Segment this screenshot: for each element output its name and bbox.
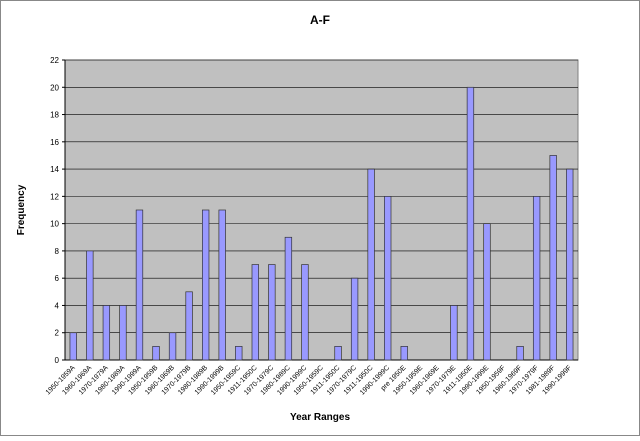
y-axis-label: Frequency [16,184,27,235]
y-tick-label: 16 [50,138,59,147]
y-tick-label: 14 [50,165,59,174]
x-axis-label: Year Ranges [290,412,350,423]
bar [235,346,243,361]
bar [168,332,177,361]
bar [450,305,458,361]
bar [251,264,259,361]
bar [483,223,491,361]
bar [532,196,541,361]
bar [202,209,210,361]
bar [350,277,359,361]
bar [152,346,160,361]
bar [185,291,193,361]
bar [466,86,475,361]
bar [384,196,392,361]
y-tick-label: 0 [55,356,60,365]
bar [69,332,77,361]
y-tick-label: 12 [50,192,59,201]
bar [218,209,226,361]
y-tick-label: 10 [50,220,59,229]
chart-title: A-F [310,13,330,27]
plot-area [64,59,579,361]
y-tick-label: 4 [55,301,60,310]
y-tick-label: 2 [55,329,60,338]
bar [284,236,293,361]
bar [86,250,94,361]
y-tick-label: 6 [55,274,60,283]
bar [102,305,111,361]
bar [268,264,276,361]
y-tick-label: 22 [50,56,59,65]
bar [135,209,144,361]
bar [549,155,557,361]
bar [516,346,524,361]
bar [119,305,127,361]
bar [566,168,574,361]
bar [301,264,309,361]
bar [334,346,342,361]
bar [400,346,408,361]
y-tick-label: 20 [50,83,59,92]
y-tick-label: 18 [50,111,59,120]
y-tick-label: 8 [55,247,60,256]
bar [367,168,375,361]
